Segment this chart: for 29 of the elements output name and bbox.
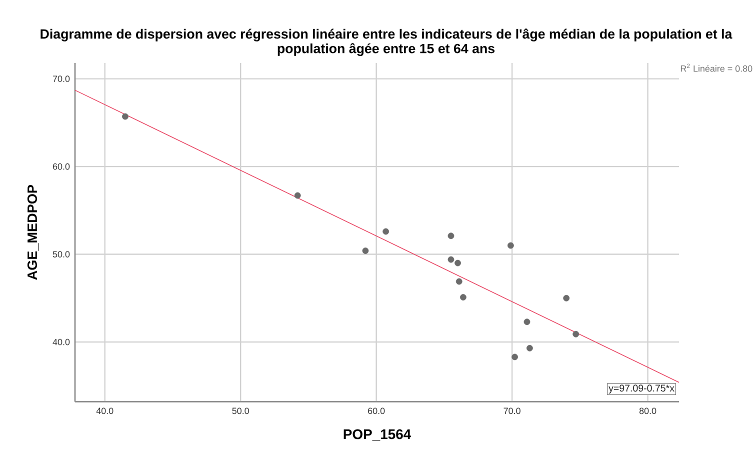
point (456, 278, 462, 285)
point (454, 260, 461, 266)
point (508, 242, 514, 249)
point (572, 330, 580, 338)
point (294, 192, 301, 199)
point (382, 228, 390, 235)
point (122, 113, 128, 120)
x-tick-label: 50.0 (232, 408, 249, 414)
x-tick-label: 70.0 (504, 408, 520, 414)
y-tick-label: 50.0 (52, 251, 70, 258)
point (524, 318, 530, 326)
point (362, 248, 369, 254)
y-axis-title: AGE_MEDPOP (27, 185, 39, 280)
x-tick-label: 60.0 (368, 408, 385, 414)
point (526, 344, 533, 352)
point (448, 232, 454, 240)
y-tick-label: 70.0 (52, 76, 70, 82)
y-tick-label: 60.0 (52, 163, 70, 170)
point (448, 256, 454, 263)
x-tick-label: 40.0 (96, 408, 114, 414)
chart-title: Diagramme de dispersion avec régression linéaire entre les indicateurs de l'âge médian de la population et la population âgée entre 15 et 64 ans (40, 28, 732, 56)
x-tick-label: 80.0 (639, 408, 656, 414)
y-tick-label: 40.0 (52, 338, 70, 346)
x-axis-title: POP_1564 (344, 429, 412, 441)
annotation: y=97.09-0.75*x (608, 384, 674, 394)
point (563, 294, 570, 302)
point (512, 354, 518, 360)
point (460, 294, 466, 300)
text: R$^{2}$ Linéaire = 0.80 (680, 64, 752, 72)
